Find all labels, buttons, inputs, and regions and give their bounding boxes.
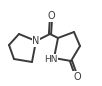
Text: O: O: [47, 11, 55, 21]
Text: HN: HN: [44, 55, 58, 63]
Text: O: O: [73, 72, 81, 82]
Text: N: N: [32, 36, 40, 46]
